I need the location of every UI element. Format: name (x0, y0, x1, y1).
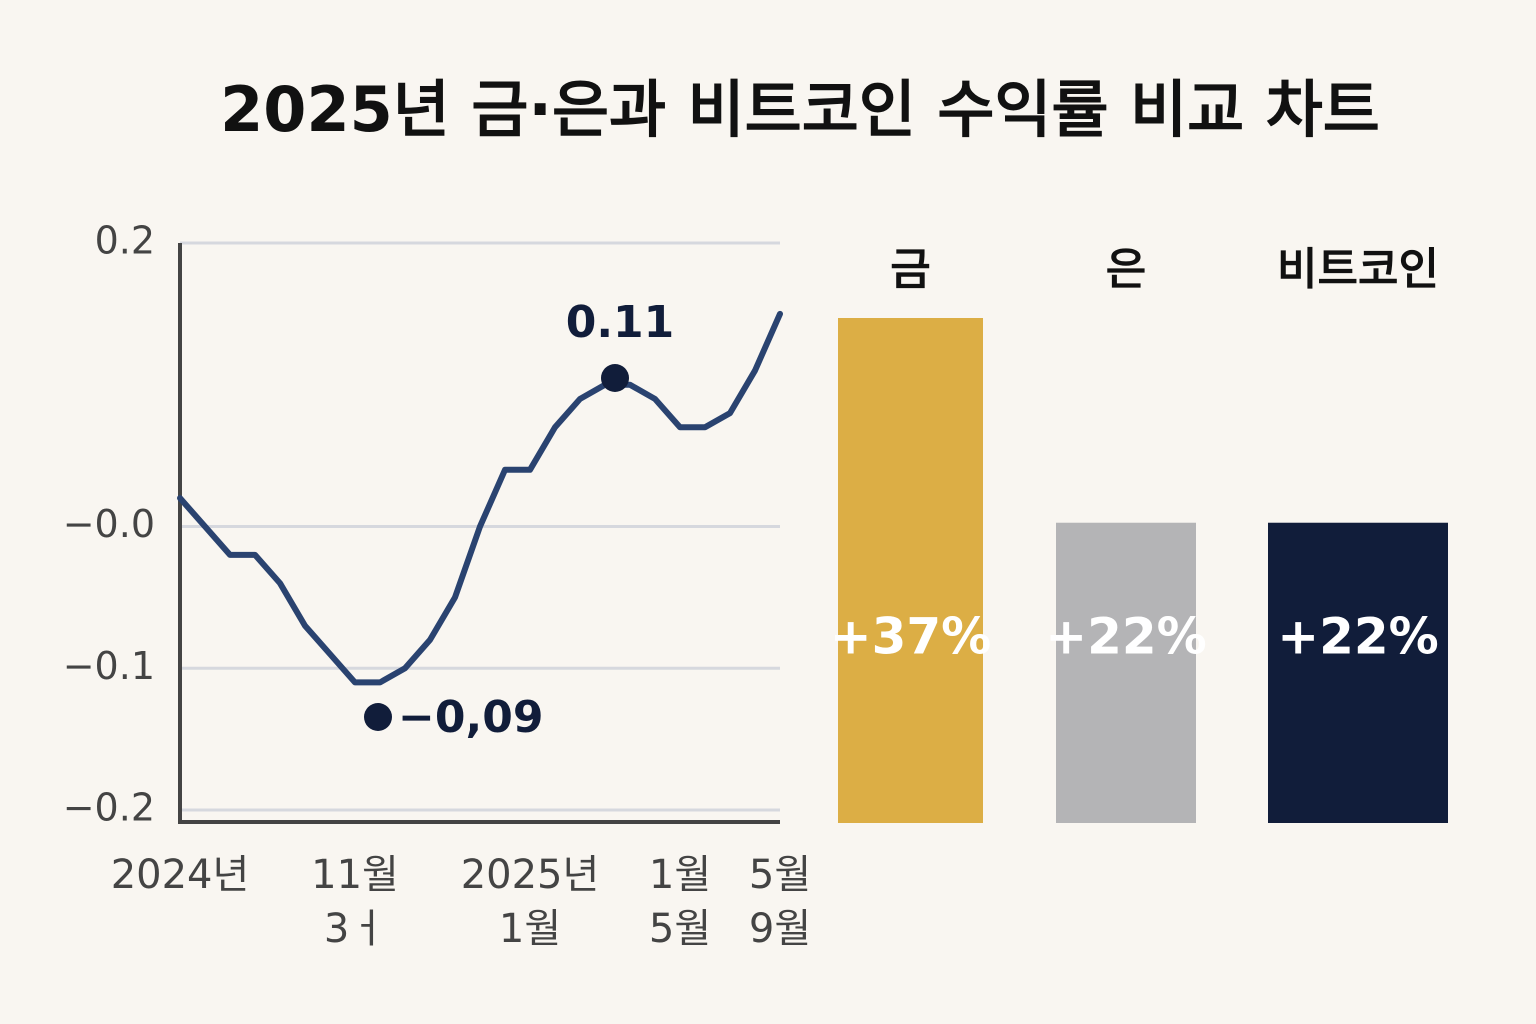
chart-title: 2025년 금·은과 비트코인 수익률 비교 차트 (220, 73, 1380, 146)
y-tick-label: −0.2 (63, 786, 155, 830)
annotation-dot (364, 703, 392, 731)
bar-category-label: 비트코인 (1277, 244, 1439, 295)
x-tick-label: 2024년 (110, 852, 250, 898)
annotation-dot (601, 364, 629, 392)
value-label: +37% (830, 608, 992, 666)
bar (838, 318, 983, 823)
bar-category-label: 금 (890, 244, 930, 295)
bar (1268, 522, 1448, 823)
line (177, 310, 783, 686)
y-tick-label: −0.1 (63, 644, 155, 688)
bar (1056, 522, 1196, 823)
bar-category-label: 은 (1106, 244, 1146, 295)
annotation: −0,09 (398, 692, 543, 743)
y-tick-label: 0.2 (95, 219, 155, 263)
x-tick-label: 1월 5월 (648, 852, 712, 952)
value-label: +22% (1277, 608, 1439, 666)
x-tick-label: 11월 3ㅓ (311, 852, 399, 952)
annotation: 0.11 (566, 297, 675, 348)
x-tick-label: 5월 9월 (748, 852, 812, 952)
y-tick-label: −0.0 (63, 502, 155, 546)
value-label: +22% (1045, 608, 1207, 666)
x-tick-label: 2025년 1월 (460, 852, 600, 952)
